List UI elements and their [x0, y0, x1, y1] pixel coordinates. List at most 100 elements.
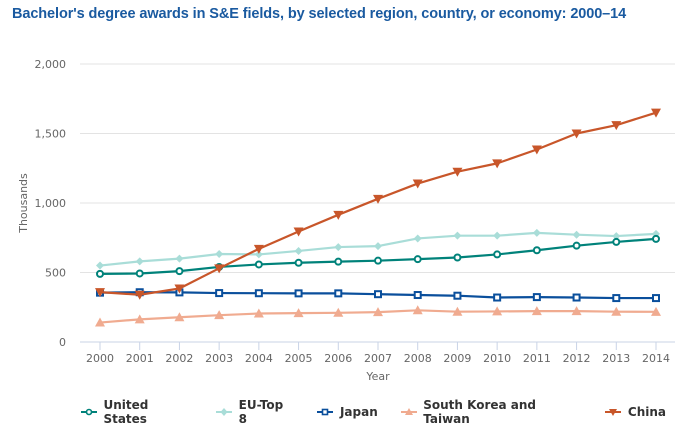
data-point-eu-top-8	[294, 246, 303, 255]
data-point-eu-top-8	[413, 234, 422, 243]
x-tick-label: 2008	[404, 352, 432, 365]
data-point-united-states	[572, 241, 581, 250]
data-point-south-korea-and-taiwan	[531, 306, 542, 316]
data-point-eu-top-8	[96, 261, 104, 270]
legend-label: China	[627, 405, 666, 419]
data-point-united-states	[135, 269, 144, 278]
gridlines	[80, 63, 675, 273]
square-marker-icon	[316, 408, 333, 416]
legend-label: Japan	[339, 405, 378, 419]
series-japan	[96, 288, 660, 303]
data-point-japan	[652, 294, 660, 303]
y-tick-label: 1,000	[35, 197, 67, 210]
data-point-japan	[453, 291, 462, 300]
x-tick-label: 2006	[324, 352, 352, 365]
x-axis-label: Year	[365, 370, 390, 383]
data-point-eu-top-8	[334, 243, 343, 252]
data-point-united-states	[175, 267, 184, 276]
x-tick-label: 2004	[245, 352, 273, 365]
legend-label: South Korea and Taiwan	[423, 398, 537, 426]
data-point-eu-top-8	[175, 254, 184, 263]
data-point-japan	[374, 290, 382, 299]
data-point-china	[333, 210, 344, 220]
chart-title: Bachelor's degree awards in S&E fields, …	[12, 6, 627, 22]
legend-label: United States	[103, 398, 149, 426]
diamond-marker-icon	[216, 408, 233, 416]
data-point-japan	[334, 289, 343, 298]
legend-item-united-states[interactable]: United States	[80, 398, 193, 426]
x-tick-label: 2002	[165, 352, 193, 365]
data-point-united-states	[413, 255, 422, 264]
data-point-japan	[532, 293, 541, 302]
data-point-south-korea-and-taiwan	[611, 306, 622, 316]
data-point-eu-top-8	[493, 231, 502, 240]
legend-label: EU-Top 8	[238, 398, 284, 426]
series-group	[95, 108, 661, 327]
data-point-south-korea-and-taiwan	[293, 308, 304, 318]
x-tick-label: 2000	[86, 352, 114, 365]
legend-item-china[interactable]: China	[604, 405, 666, 419]
data-point-japan	[215, 289, 224, 298]
data-point-south-korea-and-taiwan	[214, 310, 225, 320]
data-point-china	[571, 129, 582, 139]
data-point-south-korea-and-taiwan	[95, 317, 105, 327]
x-tick-label: 2010	[483, 352, 511, 365]
y-axis-label: Thousands	[17, 173, 30, 234]
data-point-china	[293, 227, 304, 237]
data-point-united-states	[294, 258, 303, 267]
series-united-states	[96, 234, 660, 278]
data-point-united-states	[254, 260, 263, 269]
data-point-china	[214, 264, 225, 274]
data-point-china	[95, 288, 105, 298]
data-point-eu-top-8	[215, 250, 224, 259]
legend-item-japan[interactable]: Japan	[316, 405, 378, 419]
circle-marker-icon	[81, 408, 97, 416]
data-point-united-states	[493, 250, 502, 259]
series-south-korea-and-taiwan	[95, 305, 661, 327]
x-tick-label: 2009	[443, 352, 471, 365]
y-axis-ticks: 0 500 1,000 1,500 2,000	[35, 58, 67, 349]
data-point-south-korea-and-taiwan	[452, 306, 463, 316]
data-point-china	[412, 179, 423, 189]
data-point-japan	[413, 291, 422, 300]
data-point-south-korea-and-taiwan	[134, 314, 145, 324]
x-tick-label: 2003	[205, 352, 233, 365]
data-point-china	[253, 244, 264, 254]
x-axis: 2000 2001 2002 2003 2004 2005 2006 2007 2008 2009…	[80, 341, 675, 365]
data-point-japan	[572, 293, 581, 302]
triangle-down-marker-icon	[604, 409, 621, 416]
data-point-eu-top-8	[572, 230, 581, 239]
data-point-china	[651, 108, 661, 118]
data-point-eu-top-8	[453, 231, 462, 240]
data-point-china	[452, 167, 463, 177]
x-tick-label: 2005	[285, 352, 313, 365]
data-point-japan	[294, 289, 303, 298]
data-point-south-korea-and-taiwan	[174, 312, 185, 322]
legend-item-eu-top-8[interactable]: EU-Top 8	[215, 398, 294, 426]
data-point-south-korea-and-taiwan	[651, 306, 661, 316]
data-point-eu-top-8	[135, 257, 144, 266]
legend-item-south-korea-and-taiwan[interactable]: South Korea and Taiwan	[400, 398, 582, 426]
data-point-japan	[493, 293, 502, 302]
data-point-south-korea-and-taiwan	[412, 305, 423, 315]
data-point-united-states	[96, 269, 104, 278]
data-point-south-korea-and-taiwan	[253, 308, 264, 318]
data-point-south-korea-and-taiwan	[492, 306, 503, 316]
x-tick-label: 2001	[126, 352, 154, 365]
x-tick-label: 2014	[642, 352, 670, 365]
data-point-china	[134, 290, 145, 300]
data-point-united-states	[652, 234, 660, 243]
data-point-eu-top-8	[374, 242, 382, 251]
data-point-united-states	[612, 237, 621, 246]
data-point-china	[492, 159, 503, 169]
series-china	[95, 108, 661, 300]
data-point-eu-top-8	[612, 232, 621, 241]
x-tick-label: 2007	[364, 352, 392, 365]
legend: United States EU-Top 8 Japan South Korea an…	[80, 398, 688, 426]
y-tick-label: 2,000	[35, 58, 67, 71]
data-point-south-korea-and-taiwan	[571, 306, 582, 316]
y-tick-label: 500	[45, 267, 66, 280]
data-point-south-korea-and-taiwan	[373, 307, 383, 317]
data-point-china	[174, 284, 185, 294]
